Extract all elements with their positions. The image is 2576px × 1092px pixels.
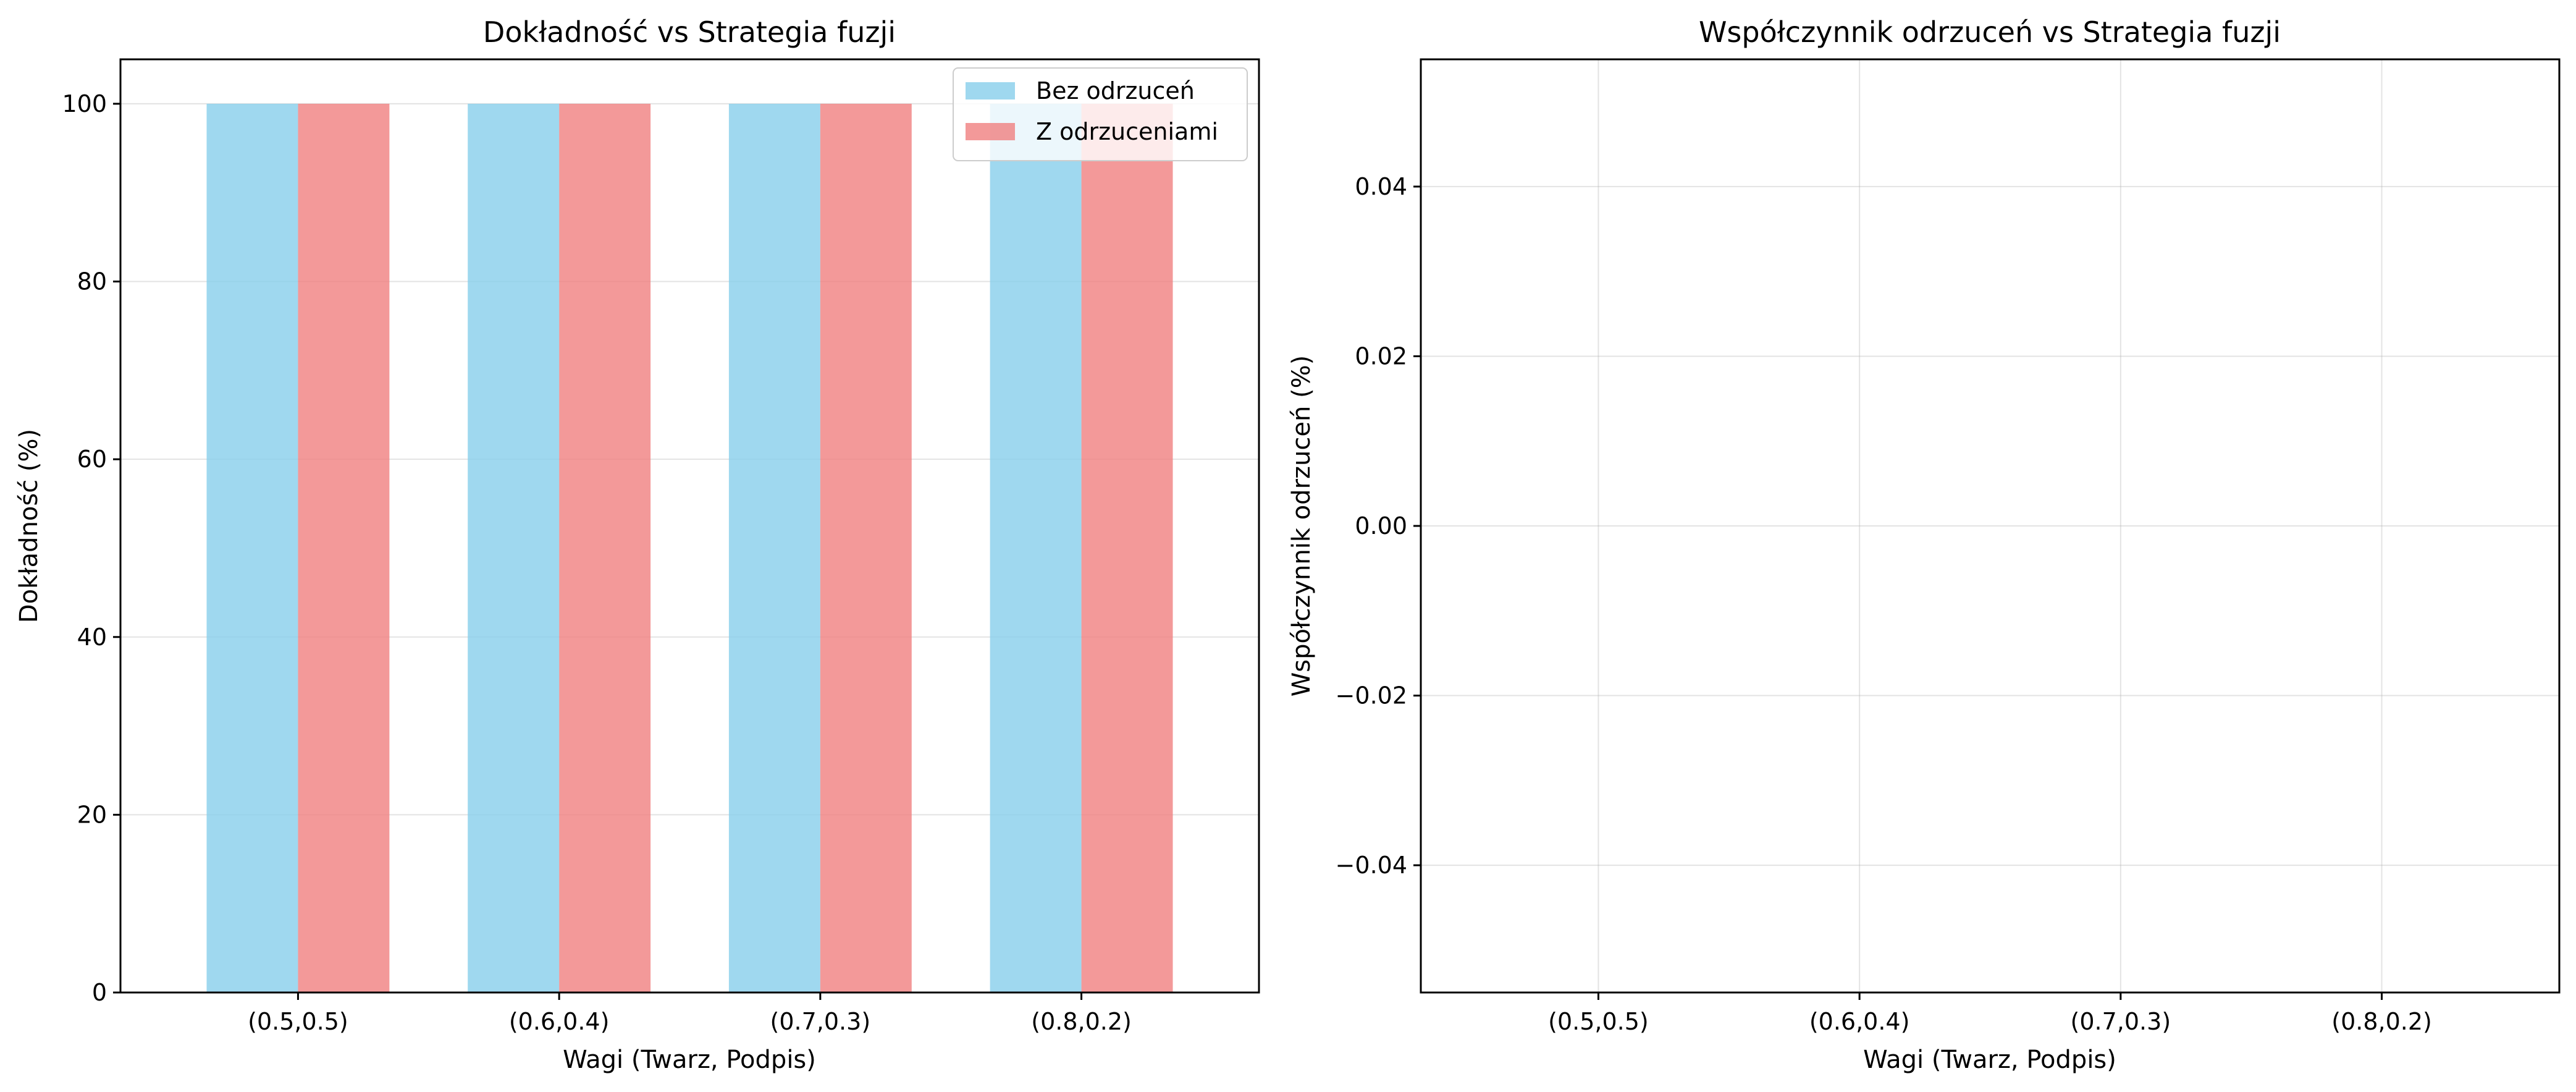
y-tick-label: 0.00 <box>1355 512 1407 540</box>
legend-label-bez-odrzucen: Bez odrzuceń <box>1036 77 1195 104</box>
x-tick-label: (0.8,0.2) <box>2331 1008 2432 1035</box>
rejection-y-ticks: −0.04 −0.02 0.00 0.02 0.04 <box>1336 173 1421 879</box>
bar-series-1 <box>728 103 820 993</box>
y-tick-label: 0.02 <box>1355 342 1407 370</box>
rejection-gridlines <box>1421 59 2559 993</box>
legend-frame <box>953 67 1248 161</box>
accuracy-chart: 0 20 40 60 80 100 (0.5,0.5) (0.6,0.4) (0.7,0.3)… <box>15 15 1260 1074</box>
accuracy-y-ticks: 0 20 40 60 80 100 <box>62 90 120 1006</box>
accuracy-legend: Bez odrzuceń Z odrzuceniami <box>953 67 1248 161</box>
y-tick-label: 0.04 <box>1355 173 1407 200</box>
accuracy-x-ticks: (0.5,0.5) (0.6,0.4) (0.7,0.3) (0.8,0.2) <box>248 993 1132 1035</box>
bar-series-1 <box>468 103 560 993</box>
accuracy-plot-frame <box>119 58 1260 994</box>
rejection-y-axis-label: Współczynnik odrzuceń (%) <box>1287 355 1316 697</box>
rejection-rate-chart: −0.04 −0.02 0.00 0.02 0.04 (0.5,0.5) (0.6,0.4… <box>1287 15 2561 1074</box>
x-tick-label: (0.7,0.3) <box>770 1008 871 1035</box>
accuracy-y-axis-label: Dokładność (%) <box>15 429 43 623</box>
legend-label-z-odrzuceniami: Z odrzuceniami <box>1036 118 1218 145</box>
y-tick-label: −0.04 <box>1336 852 1407 879</box>
bar-series-2 <box>820 103 912 993</box>
y-tick-label: 40 <box>77 624 107 651</box>
x-tick-label: (0.5,0.5) <box>248 1008 348 1035</box>
y-tick-label: −0.02 <box>1336 682 1407 709</box>
bar-series-1 <box>206 103 298 993</box>
legend-swatch-z-odrzuceniami <box>966 123 1015 140</box>
x-tick-label: (0.6,0.4) <box>1809 1008 1910 1035</box>
legend-swatch-bez-odrzucen <box>966 82 1015 99</box>
rejection-x-ticks: (0.5,0.5) (0.6,0.4) (0.7,0.3) (0.8,0.2) <box>1548 993 2432 1035</box>
x-tick-label: (0.6,0.4) <box>509 1008 610 1035</box>
x-tick-label: (0.5,0.5) <box>1548 1008 1649 1035</box>
y-tick-label: 100 <box>62 90 107 117</box>
accuracy-chart-title: Dokładność vs Strategia fuzji <box>483 15 896 49</box>
y-tick-label: 0 <box>92 979 107 1006</box>
y-tick-label: 60 <box>77 446 107 473</box>
bar-series-2 <box>559 103 651 993</box>
x-tick-label: (0.7,0.3) <box>2071 1008 2171 1035</box>
bar-series-2 <box>1081 103 1173 993</box>
rejection-x-axis-label: Wagi (Twarz, Podpis) <box>1863 1046 2116 1074</box>
bar-series-2 <box>298 103 390 993</box>
accuracy-bars <box>206 103 1173 993</box>
accuracy-x-axis-label: Wagi (Twarz, Podpis) <box>563 1046 816 1074</box>
rejection-chart-title: Współczynnik odrzuceń vs Strategia fuzji <box>1699 15 2281 49</box>
x-tick-label: (0.8,0.2) <box>1031 1008 1132 1035</box>
bar-series-1 <box>990 103 1082 993</box>
y-tick-label: 20 <box>77 801 107 828</box>
y-tick-label: 80 <box>77 268 107 295</box>
